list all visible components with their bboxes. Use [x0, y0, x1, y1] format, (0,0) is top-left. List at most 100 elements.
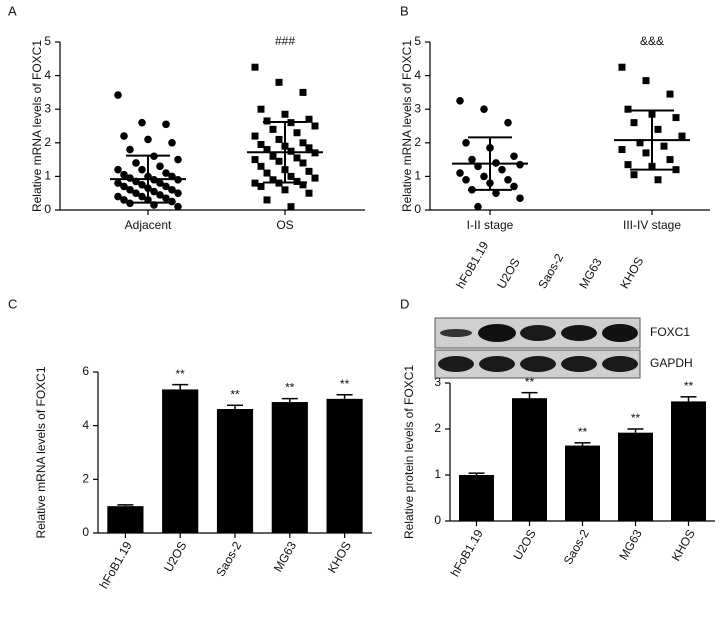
data-point: [174, 189, 182, 197]
data-point: [114, 179, 122, 187]
y-tick-label: 0: [434, 513, 441, 527]
panel-label: B: [400, 3, 409, 18]
data-point: [666, 90, 674, 98]
x-tick-label: hFoB1.19: [97, 539, 135, 591]
data-point: [174, 202, 182, 211]
x-tick-label: I-II stage: [467, 218, 514, 232]
data-point: [251, 156, 259, 164]
data-point: [168, 186, 176, 194]
data-point: [618, 146, 626, 154]
data-point: [251, 179, 259, 187]
blot-row-label: FOXC1: [650, 325, 690, 339]
data-point: [510, 182, 518, 191]
data-point: [269, 152, 277, 160]
blot-lane-label: KHOS: [617, 255, 646, 291]
data-point: [456, 97, 464, 105]
y-axis-label: Relative mRNA levels of FOXC1: [400, 40, 414, 212]
x-tick-label: KHOS: [325, 539, 354, 575]
x-tick-label: hFoB1.19: [448, 527, 486, 579]
data-point: [305, 115, 313, 123]
significance-label: **: [230, 387, 240, 401]
blot-band: [561, 356, 597, 372]
data-point: [156, 179, 164, 187]
y-tick-label: 1: [414, 169, 421, 183]
data-point: [281, 186, 289, 194]
x-tick-label: Saos-2: [213, 539, 244, 579]
data-point: [474, 202, 482, 211]
data-point: [263, 196, 271, 204]
significance-label: **: [285, 381, 295, 395]
significance-label: **: [578, 425, 588, 439]
data-point: [504, 118, 512, 127]
data-point: [630, 171, 638, 179]
blot-band: [478, 324, 516, 342]
data-point: [114, 165, 122, 174]
bar: [459, 475, 494, 521]
data-point: [299, 181, 307, 189]
data-point: [666, 156, 674, 164]
data-point: [138, 192, 146, 201]
panel-label: C: [8, 296, 17, 311]
bar: [618, 432, 653, 521]
data-point: [263, 169, 271, 177]
y-tick-label: 2: [44, 135, 51, 149]
blot-band: [602, 324, 638, 342]
data-point: [624, 161, 632, 169]
y-tick-label: 0: [44, 202, 51, 216]
data-point: [287, 147, 295, 155]
data-point: [281, 110, 289, 118]
data-point: [126, 186, 134, 194]
data-point: [480, 105, 488, 113]
blot-band: [520, 356, 556, 372]
data-point: [257, 182, 265, 190]
data-point: [269, 176, 277, 184]
x-tick-label: Adjacent: [125, 218, 172, 232]
data-point: [660, 142, 668, 150]
data-point: [132, 159, 140, 167]
data-point: [120, 182, 128, 191]
y-axis-label: Relative mRNA levels of FOXC1: [30, 40, 44, 212]
x-tick-label: MG63: [616, 527, 645, 563]
y-axis-label: Relative mRNA levels of FOXC1: [34, 366, 48, 538]
data-point: [293, 154, 301, 162]
significance-label: **: [631, 411, 641, 425]
y-tick-label: 3: [414, 101, 421, 115]
x-tick-label: Saos-2: [561, 527, 592, 567]
blot-band: [520, 325, 556, 341]
data-point: [516, 160, 524, 169]
data-point: [120, 132, 128, 140]
data-point: [305, 144, 313, 152]
data-point: [293, 177, 301, 185]
data-point: [654, 125, 662, 133]
data-point: [480, 172, 488, 181]
significance-label: **: [684, 379, 694, 393]
data-point: [299, 159, 307, 167]
y-axis-label: Relative protein levels of FOXC1: [402, 365, 416, 539]
data-point: [150, 187, 158, 196]
y-tick-label: 0: [82, 525, 89, 539]
bar: [271, 402, 308, 533]
data-point: [138, 118, 146, 127]
data-point: [462, 139, 470, 147]
data-point: [624, 105, 632, 113]
data-point: [162, 169, 170, 177]
y-tick-label: 3: [44, 101, 51, 115]
data-point: [138, 181, 146, 189]
bar: [107, 506, 144, 533]
x-tick-label: OS: [276, 218, 293, 232]
data-point: [263, 146, 271, 154]
blot-lane-label: Saos-2: [535, 251, 566, 291]
data-point: [672, 114, 680, 122]
x-tick-label: KHOS: [669, 527, 698, 563]
data-point: [275, 78, 283, 86]
x-tick-label: U2OS: [161, 539, 189, 574]
data-point: [275, 135, 283, 143]
significance-label: **: [340, 377, 350, 391]
data-point: [144, 135, 152, 144]
y-tick-label: 2: [434, 421, 441, 435]
data-point: [311, 174, 319, 182]
y-tick-label: 4: [414, 68, 421, 82]
significance-label: ###: [275, 34, 295, 48]
data-point: [305, 189, 313, 197]
